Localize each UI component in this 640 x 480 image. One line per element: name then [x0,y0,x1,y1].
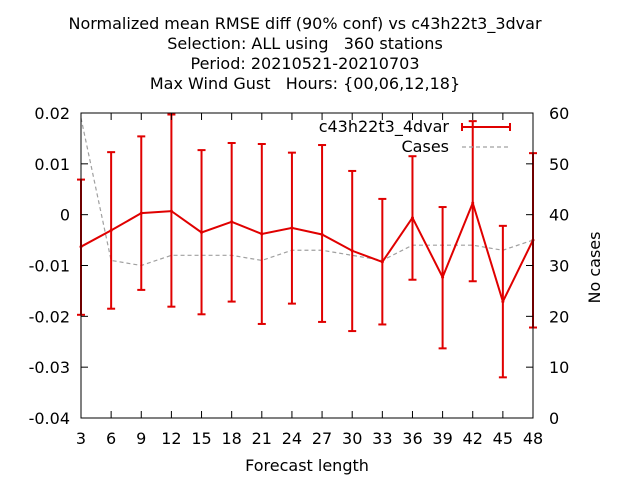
data-point [230,220,234,224]
x-tick-label: 12 [161,429,181,448]
legend-label-series: c43h22t3_4dvar [319,117,450,137]
x-tick-label: 21 [252,429,272,448]
y-tick-label: -0.01 [29,257,70,276]
data-point [441,275,445,279]
x-tick-label: 36 [402,429,422,448]
title-line-3: Period: 20210521-20210703 [190,54,420,73]
y2-tick-label: 20 [549,307,569,326]
y-tick-label: 0 [60,206,70,225]
data-point [290,226,294,230]
y2-tick-label: 10 [549,358,569,377]
legend-label-cases: Cases [402,137,450,156]
chart-title: Normalized mean RMSE diff (90% conf) vs … [0,14,610,94]
data-point [320,232,324,236]
x-tick-label: 3 [76,429,86,448]
y-tick-label: -0.02 [29,307,70,326]
data-point [109,228,113,232]
y-tick-label: 0.01 [34,155,70,174]
y-tick-label: -0.03 [29,358,70,377]
x-tick-label: 9 [136,429,146,448]
data-point [471,201,475,205]
y2-tick-label: 60 [549,104,569,123]
data-point [139,211,143,215]
x-tick-label: 18 [221,429,241,448]
y-tick-label: -0.04 [29,409,70,428]
x-axis-label: Forecast length [245,456,369,475]
series-line [80,199,534,305]
title-line-2: Selection: ALL using 360 stations [167,34,443,53]
data-point [501,300,505,304]
x-tick-label: 6 [106,429,116,448]
y2-axis-label: No cases [585,232,604,304]
x-tick-label: 27 [312,429,332,448]
y2-tick-label: 40 [549,206,569,225]
y2-tick-label: 50 [549,155,569,174]
x-tick-label: 15 [191,429,211,448]
y2-tick-label: 0 [549,409,559,428]
y-tick-label: 0.02 [34,104,70,123]
title-line-1: Normalized mean RMSE diff (90% conf) vs … [68,14,542,33]
x-tick-label: 42 [463,429,483,448]
x-tick-label: 30 [342,429,362,448]
x-tick-label: 45 [493,429,513,448]
x-tick-label: 48 [523,429,543,448]
x-tick-label: 39 [432,429,452,448]
data-point [200,230,204,234]
data-point [410,216,414,220]
data-point [260,232,264,236]
plot-frame [80,112,534,419]
x-tick-label: 33 [372,429,392,448]
y2-tick-label: 30 [549,257,569,276]
data-point [350,249,354,253]
data-point [169,209,173,213]
cases-line [80,117,534,267]
x-tick-label: 24 [282,429,302,448]
title-line-4: Max Wind Gust Hours: {00,06,12,18} [149,74,461,93]
data-point [380,260,384,264]
